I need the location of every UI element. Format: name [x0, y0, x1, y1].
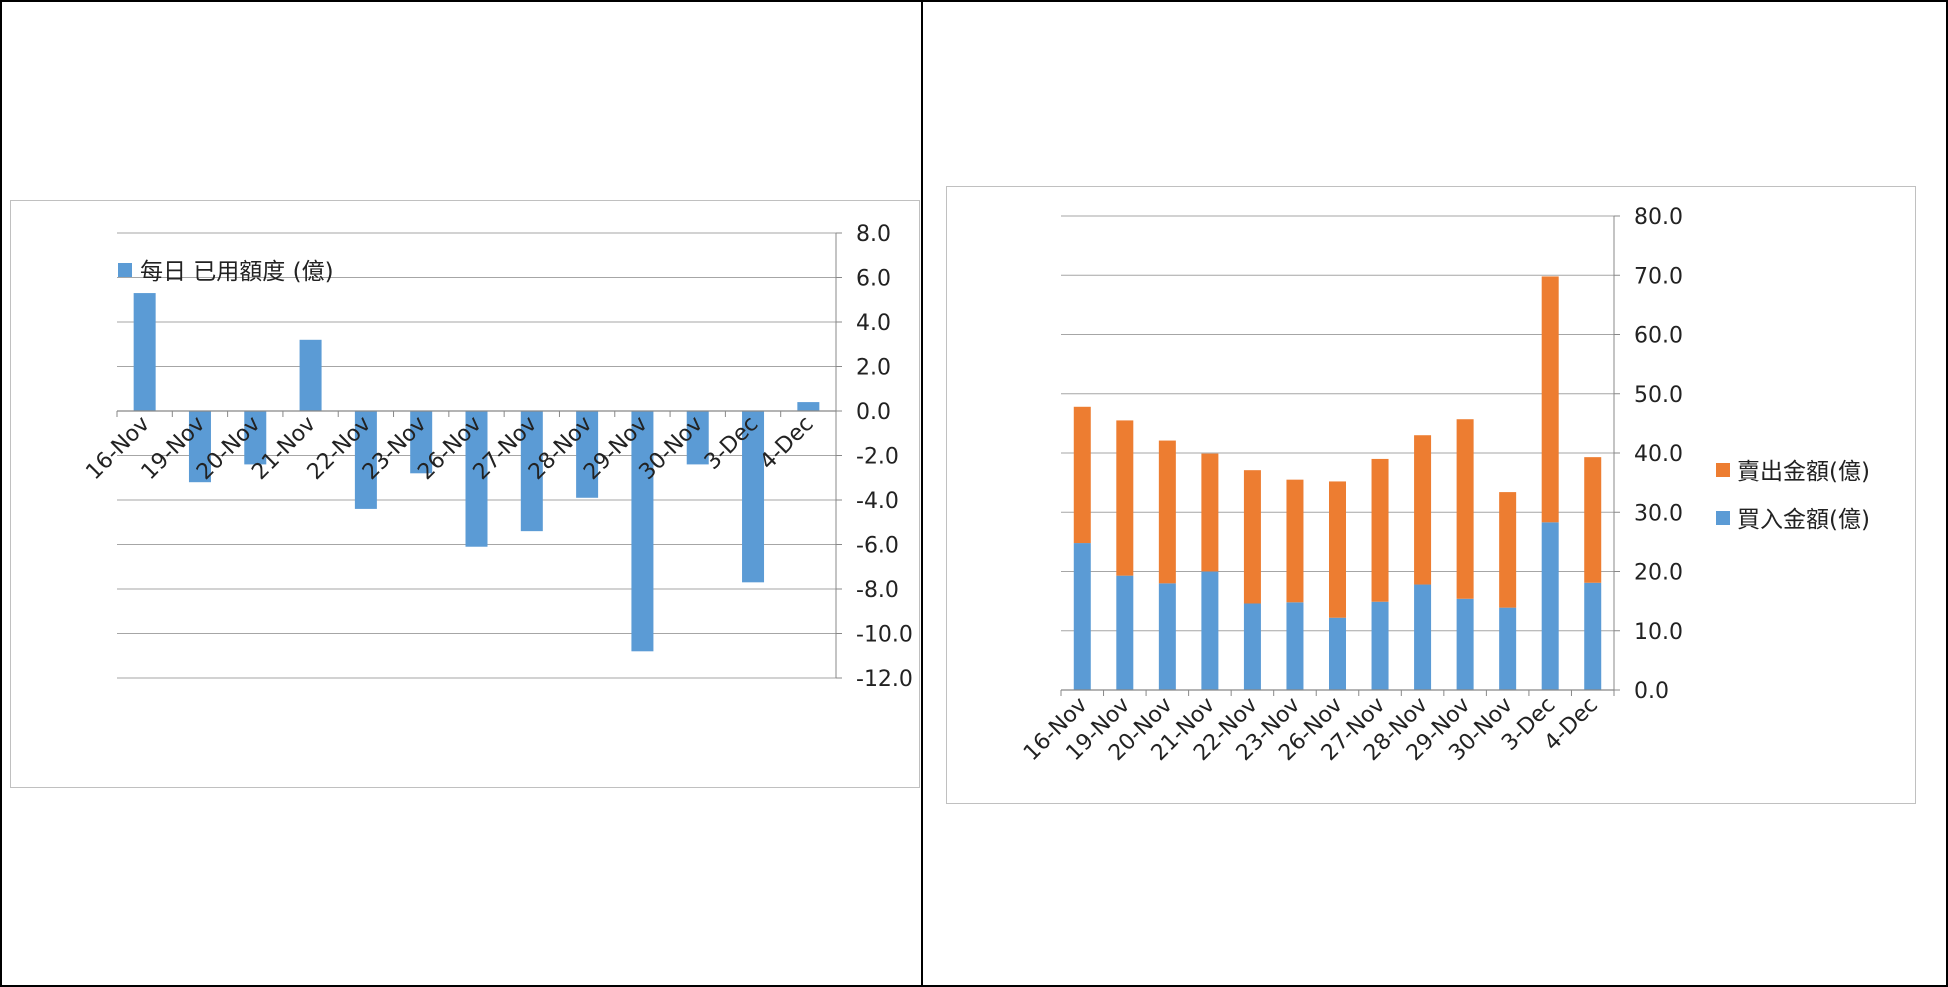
- buy-sell-chart: 80.070.060.050.040.030.020.010.00.0 16-N…: [946, 186, 1916, 804]
- chart1-bar: [742, 411, 765, 583]
- chart2-bar-buy: [1499, 607, 1517, 690]
- chart2-ytick-label: 40.0: [1634, 442, 1683, 467]
- chart1-bar: [631, 411, 654, 652]
- chart2-bar-sell: [1541, 276, 1559, 523]
- right-cell: [921, 0, 1948, 987]
- chart2-bar-buy: [1456, 598, 1474, 690]
- chart2-ytick-label: 0.0: [1634, 679, 1669, 704]
- chart2-bar-sell: [1414, 435, 1432, 585]
- chart2-legend-label-sell: 賣出金額(億): [1737, 459, 1870, 485]
- chart2-bar-buy: [1201, 571, 1219, 690]
- chart1-bar: [244, 411, 267, 465]
- chart2-bar-buy: [1073, 543, 1091, 690]
- chart1-bar: [299, 339, 322, 411]
- chart1-bar: [188, 411, 211, 483]
- chart2-bar-buy: [1158, 583, 1176, 690]
- chart2-bar-buy: [1286, 602, 1304, 690]
- chart1-ytick-label: -10.0: [856, 623, 913, 648]
- chart1-ytick-label: 8.0: [856, 222, 891, 247]
- chart1-ytick-label: -2.0: [856, 445, 899, 470]
- chart1-frame: [10, 200, 920, 788]
- chart1-bar: [520, 411, 543, 532]
- chart1-ytick-label: 2.0: [856, 356, 891, 381]
- chart1-ytick-label: -6.0: [856, 534, 899, 559]
- chart2-bar-buy: [1371, 601, 1389, 690]
- chart1-bar: [465, 411, 488, 547]
- chart2-legend: 賣出金額(億) 買入金額(億): [1716, 459, 1870, 533]
- chart2-ytick-label: 60.0: [1634, 324, 1683, 349]
- chart2-bar-sell: [1116, 420, 1134, 576]
- chart2-bar-sell: [1584, 457, 1602, 583]
- chart2-ytick-label: 50.0: [1634, 383, 1683, 408]
- chart2-bar-sell: [1456, 419, 1474, 599]
- chart1-ytick-label: -8.0: [856, 578, 899, 603]
- chart2-ytick-label: 80.0: [1634, 205, 1683, 230]
- chart1-legend: 每日 已用額度 (億): [118, 259, 334, 285]
- chart2-bar-sell: [1286, 479, 1304, 603]
- left-cell: [0, 0, 923, 987]
- chart2-bar-sell: [1158, 440, 1176, 584]
- chart2-bar-sell: [1499, 492, 1517, 608]
- chart2-legend-label-buy: 買入金額(億): [1737, 507, 1870, 533]
- chart2-bar-sell: [1329, 481, 1346, 618]
- daily-quota-chart: 8.0 6.0 4.0 2.0 0.0 -2.0 -4.0 -6.0 -8.0 -10.0 -12.…: [10, 200, 920, 788]
- chart2-ytick-label: 30.0: [1634, 501, 1683, 526]
- chart2-ytick-label: 70.0: [1634, 264, 1683, 289]
- chart1-ytick-label: 4.0: [856, 311, 891, 336]
- chart2-bar-sell: [1201, 453, 1219, 572]
- chart2-ytick-label: 20.0: [1634, 561, 1683, 586]
- chart2-bar-buy: [1584, 582, 1602, 690]
- chart1-bar: [797, 402, 820, 411]
- chart2-bar-buy: [1414, 584, 1432, 690]
- chart1-bar: [410, 411, 433, 474]
- chart2-bar-buy: [1243, 603, 1261, 690]
- chart2-bar-sell: [1371, 458, 1389, 602]
- chart1-legend-label: 每日 已用額度 (億): [140, 259, 334, 285]
- chart2-bar-buy: [1329, 617, 1346, 690]
- chart1-ytick-label: 6.0: [856, 267, 891, 292]
- chart2-ytick-label: 10.0: [1634, 620, 1683, 645]
- chart2-legend-swatch-sell: [1716, 463, 1730, 477]
- chart1-ytick-label: 0.0: [856, 400, 891, 425]
- chart1-ytick-label: -12.0: [856, 667, 913, 692]
- chart2-bar-buy: [1541, 522, 1559, 690]
- chart2-bar-sell: [1073, 406, 1091, 544]
- chart1-bar: [133, 293, 156, 411]
- chart1-bar: [576, 411, 599, 498]
- chart1-legend-swatch: [118, 263, 132, 277]
- chart2-legend-swatch-buy: [1716, 511, 1730, 525]
- chart2-bar-buy: [1116, 575, 1134, 690]
- chart2-bar-sell: [1243, 470, 1261, 604]
- chart1-bar: [354, 411, 377, 509]
- chart1-ytick-label: -4.0: [856, 489, 899, 514]
- chart1-bar: [686, 411, 709, 465]
